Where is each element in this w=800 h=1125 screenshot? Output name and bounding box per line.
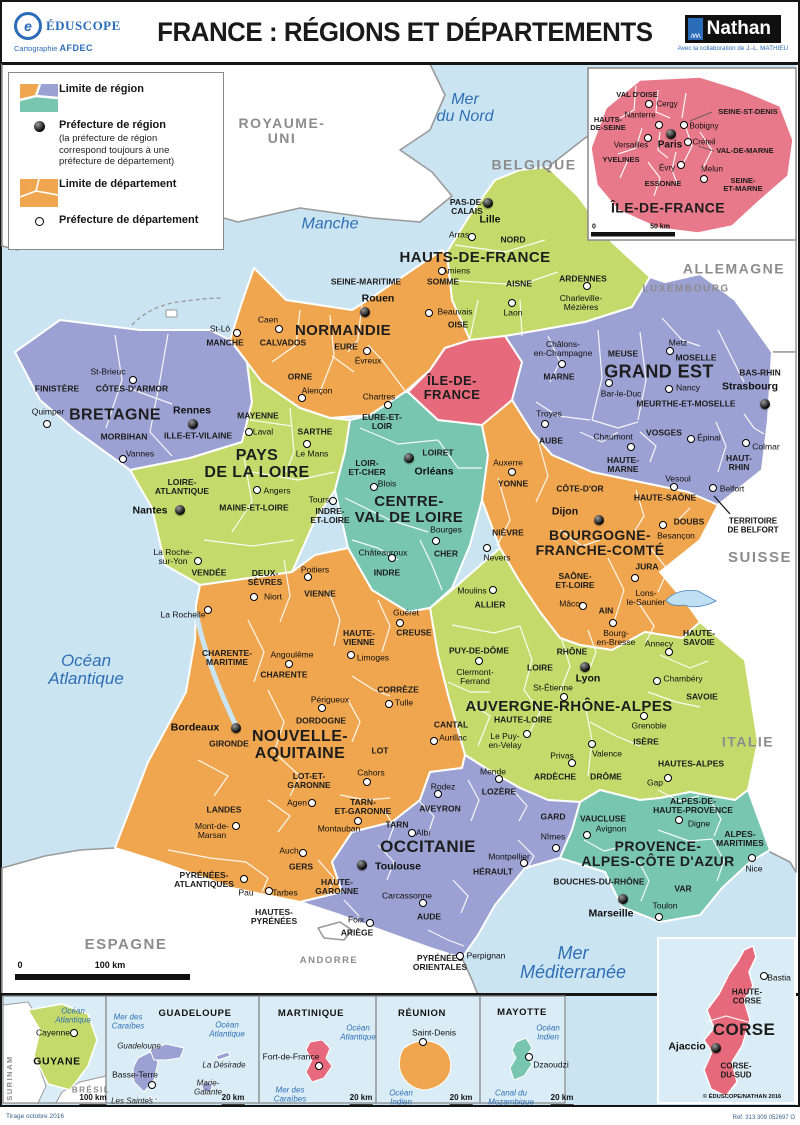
island-martinique [305,1039,333,1083]
region-provence-alpes-cote-d-azur [559,789,771,923]
country-andorra [317,921,353,941]
nathan-icon: ʌʌʌ [687,17,703,40]
nathan-logo: ʌʌʌ Nathan Avec la collaboration de J.-L… [672,11,798,54]
footer-printing: Tirage octobre 2016 [6,1113,64,1120]
legend-department-prefecture-label: Préfecture de département [59,214,199,227]
department-prefecture-icon [34,217,44,227]
gironde-estuary [193,611,239,728]
nathan-subtitle: Avec la collaboration de J.-L. MATHIEU [677,44,788,52]
channel-island [165,309,178,318]
inset-ile-de-france [587,67,797,241]
island-reunion [399,1040,452,1091]
maritime-boundary-dashes [131,297,223,326]
eduscope-name: ÉDUSCOPE [46,17,121,33]
region-limit-swatch [19,84,59,112]
region-ile-de-france [407,335,523,426]
eduscope-icon: e [14,11,42,40]
inset-corse [657,937,796,1104]
island-guyane [26,1003,98,1091]
island-corse [703,944,757,1097]
header: e ÉDUSCOPE Cartographie AFDEC FRANCE : R… [2,2,798,65]
main-scale-bar [15,974,190,980]
strip-top-border [0,993,800,996]
belfort-pointer-line [713,495,731,515]
legend-note: (la préfecture de région correspond toujo… [59,132,175,168]
page-title: FRANCE : RÉGIONS ET DÉPARTEMENTS [157,16,653,47]
footer-reference: Réf. 313 309 052697 O [732,1115,795,1121]
legend-department-limit-label: Limite de département [59,178,177,191]
department-limit-swatch [19,179,59,208]
eduscope-logo: e ÉDUSCOPE Cartographie AFDEC [2,8,138,57]
legend-region-limit-label: Limite de région [59,83,144,95]
legend: Limite de région Préfecture de région (l… [8,72,224,250]
island-mayotte [509,1037,533,1081]
region-prefecture-icon [33,121,45,132]
department-boundaries-south [167,439,725,947]
eduscope-subtitle: Cartographie AFDEC [14,42,93,53]
region-occitanie [299,754,581,959]
nathan-name: Nathan [706,17,772,39]
overseas-panels-background [2,995,566,1104]
lake-geneva [665,590,717,608]
legend-region-prefecture-label: Préfecture de région [59,119,166,131]
